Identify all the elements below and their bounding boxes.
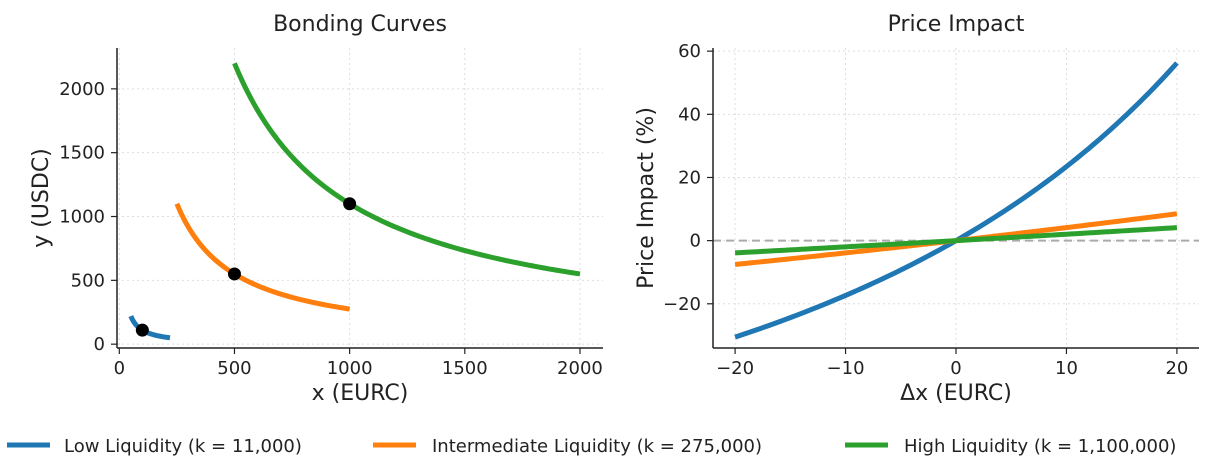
current-point-high xyxy=(343,197,357,211)
y-tick-label: 0 xyxy=(690,231,701,252)
y-tick-label: 60 xyxy=(678,41,701,62)
x-tick-label: 20 xyxy=(1165,358,1188,379)
y-tick-label: 40 xyxy=(678,104,701,125)
y-axis-label: y (USDC) xyxy=(29,148,54,248)
x-tick-label: 0 xyxy=(950,358,961,379)
legend-item-low: Low Liquidity (k = 11,000) xyxy=(7,436,302,457)
x-tick-label: 2000 xyxy=(557,358,603,379)
legend: Low Liquidity (k = 11,000) Intermediate … xyxy=(7,436,1176,457)
y-tick-label: −20 xyxy=(663,294,701,315)
y-tick-label: 1500 xyxy=(59,143,105,164)
series-line-high xyxy=(232,62,581,277)
x-tick-label: 500 xyxy=(217,358,251,379)
x-tick-label: −10 xyxy=(827,358,865,379)
x-axis-label: Δx (EURC) xyxy=(900,381,1012,406)
x-axis-label: x (EURC) xyxy=(312,381,409,406)
grid xyxy=(713,48,1199,348)
x-tick-label: −20 xyxy=(716,358,754,379)
bonding-curves-chart: Bonding Curves 0 500 1000 1500 2000 0 500 1000… xyxy=(29,12,603,406)
chart-title: Bonding Curves xyxy=(273,12,447,37)
x-tick-label: 1000 xyxy=(327,358,373,379)
y-tick-label: 1000 xyxy=(59,207,105,228)
legend-label: High Liquidity (k = 1,100,000) xyxy=(904,436,1176,457)
current-point-mid xyxy=(227,267,241,281)
x-ticks: −20 −10 0 10 20 xyxy=(716,348,1188,379)
legend-item-high: High Liquidity (k = 1,100,000) xyxy=(845,436,1176,457)
series-lines xyxy=(734,61,1179,340)
x-tick-label: 10 xyxy=(1055,358,1078,379)
current-points xyxy=(135,197,357,337)
series-line-high xyxy=(734,225,1178,256)
y-ticks: 0 500 1000 1500 2000 xyxy=(59,79,117,355)
chart-title: Price Impact xyxy=(888,12,1025,37)
legend-label: Low Liquidity (k = 11,000) xyxy=(64,436,302,457)
current-point-low xyxy=(135,323,149,337)
y-ticks: −20 0 20 40 60 xyxy=(663,41,713,315)
x-ticks: 0 500 1000 1500 2000 xyxy=(114,348,603,379)
y-tick-label: 20 xyxy=(678,167,701,188)
grid xyxy=(117,48,603,348)
series-line-mid xyxy=(174,202,351,312)
y-axis-label: Price Impact (%) xyxy=(634,107,659,289)
legend-label: Intermediate Liquidity (k = 275,000) xyxy=(432,436,762,457)
y-tick-label: 2000 xyxy=(59,79,105,100)
y-tick-label: 0 xyxy=(94,334,105,355)
price-impact-chart: Price Impact −20 −10 0 10 20 −20 0 20 40 60 Δx (… xyxy=(634,12,1199,406)
series-lines xyxy=(128,62,581,341)
legend-item-intermediate: Intermediate Liquidity (k = 275,000) xyxy=(373,436,762,457)
x-tick-label: 1500 xyxy=(442,358,488,379)
y-tick-label: 500 xyxy=(71,270,105,291)
x-tick-label: 0 xyxy=(114,358,125,379)
